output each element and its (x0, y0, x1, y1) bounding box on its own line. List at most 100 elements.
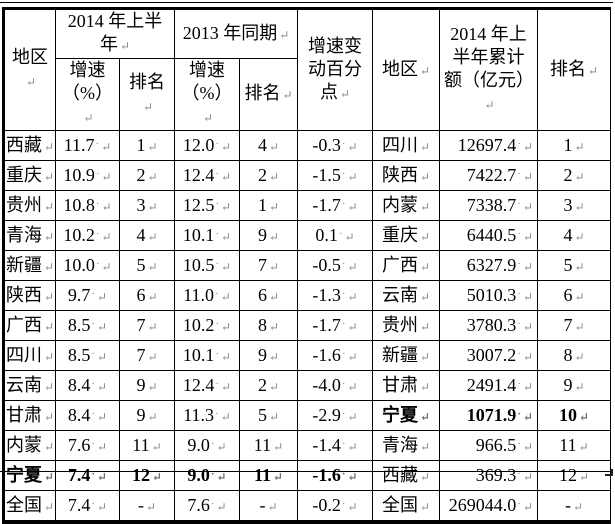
cell-growth-2014[interactable]: 10.9· ↵ (55, 160, 120, 191)
cell-rank-right[interactable]: 11 ↵ (537, 430, 611, 461)
cell-growth-2013[interactable]: 11.3· ↵ (174, 400, 240, 431)
cell-region-right[interactable]: 新疆 ↵ (372, 340, 440, 371)
cell-rank-2013[interactable]: 2 ↵ (239, 370, 298, 401)
cell-region-right[interactable]: 青海 ↵ (372, 430, 440, 461)
cell-region-right[interactable]: 陕西 ↵ (372, 160, 440, 191)
cell-growth-2014[interactable]: 11.7· ↵ (55, 130, 120, 161)
cell-rank-2014[interactable]: - ↵ (119, 490, 175, 521)
cell-growth-2013[interactable]: 12.4· ↵ (174, 370, 240, 401)
cell-amount[interactable]: 6440.5· ↵ (439, 220, 538, 251)
header-rank-2014[interactable]: 排名 ↵ (119, 58, 175, 131)
cell-rank-2014[interactable]: 5 ↵ (119, 250, 175, 281)
cell-region-left[interactable]: 内蒙 ↵ (4, 430, 56, 461)
cell-region-left[interactable]: 青海 ↵ (4, 220, 56, 251)
cell-region-right[interactable]: 甘肃 ↵ (372, 370, 440, 401)
cell-growth-2014[interactable]: 7.4· ↵ (55, 490, 120, 521)
cell-growth-2014[interactable]: 8.4· ↵ (55, 370, 120, 401)
header-group-2013[interactable]: 2013 年同期 ↵ (174, 9, 298, 59)
cell-amount[interactable]: 1071.9· ↵ (439, 400, 538, 431)
cell-growth-2013[interactable]: 12.4· ↵ (174, 160, 240, 191)
cell-rank-right[interactable]: 9 ↵ (537, 370, 611, 401)
cell-amount[interactable]: 7422.7· ↵ (439, 160, 538, 191)
cell-region-right[interactable]: 广西 ↵ (372, 250, 440, 281)
cell-region-left[interactable]: 西藏 ↵ (4, 130, 56, 161)
cell-change[interactable]: -1.6· ↵ (297, 340, 373, 371)
cell-amount[interactable]: 12697.4· ↵ (439, 130, 538, 161)
cell-amount[interactable]: 6327.9· ↵ (439, 250, 538, 281)
header-growth-2013[interactable]: 增速（%） ↵ (174, 58, 240, 131)
cell-amount[interactable]: 966.5· ↵ (439, 430, 538, 461)
cell-rank-2013[interactable]: 2 ↵ (239, 160, 298, 191)
cell-growth-2013[interactable]: 7.6· ↵ (174, 490, 240, 521)
cell-growth-2013[interactable]: 10.5· ↵ (174, 250, 240, 281)
cell-rank-2014[interactable]: 9 ↵ (119, 400, 175, 431)
cell-growth-2014[interactable]: 10.2· ↵ (55, 220, 120, 251)
cell-change[interactable]: -0.3· ↵ (297, 130, 373, 161)
cell-region-left[interactable]: 四川 ↵ (4, 340, 56, 371)
cell-rank-2013[interactable]: 4 ↵ (239, 130, 298, 161)
cell-rank-2013[interactable]: 9 ↵ (239, 340, 298, 371)
cell-growth-2013[interactable]: 12.0· ↵ (174, 130, 240, 161)
cell-rank-right[interactable]: 5 ↵ (537, 250, 611, 281)
cell-rank-2013[interactable]: 9 ↵ (239, 220, 298, 251)
cell-rank-right[interactable]: 8 ↵ (537, 340, 611, 371)
cell-rank-right[interactable]: 10 ↵ (537, 400, 611, 431)
cell-rank-2014[interactable]: 7 ↵ (119, 310, 175, 341)
header-region-right[interactable]: 地区 ↵ (372, 9, 440, 131)
table-resize-handle[interactable] (605, 469, 613, 476)
header-rank-2013[interactable]: 排名 ↵ (239, 58, 298, 131)
cell-amount[interactable]: 5010.3· ↵ (439, 280, 538, 311)
header-region-left[interactable]: 地区 ↵ (4, 9, 56, 131)
cell-change[interactable]: -0.2· ↵ (297, 490, 373, 521)
cell-growth-2013[interactable]: 12.5· ↵ (174, 190, 240, 221)
cell-rank-2014[interactable]: 11 ↵ (119, 430, 175, 461)
cell-rank-2013[interactable]: 8 ↵ (239, 310, 298, 341)
cell-rank-right[interactable]: 2 ↵ (537, 160, 611, 191)
cell-rank-right[interactable]: - ↵ (537, 490, 611, 521)
cell-change[interactable]: -1.3· ↵ (297, 280, 373, 311)
cell-amount[interactable]: 3780.3· ↵ (439, 310, 538, 341)
cell-rank-right[interactable]: 3 ↵ (537, 190, 611, 221)
cell-region-right[interactable]: 宁夏 ↵ (372, 400, 440, 431)
cell-region-right[interactable]: 全国 ↵ (372, 490, 440, 521)
cell-region-left[interactable]: 甘肃 ↵ (4, 400, 56, 431)
cell-rank-2013[interactable]: 5 ↵ (239, 400, 298, 431)
cell-amount[interactable]: 3007.2· ↵ (439, 340, 538, 371)
cell-region-left[interactable]: 重庆 ↵ (4, 160, 56, 191)
header-amount[interactable]: 2014 年上半年累计额（亿元） ↵ (439, 9, 538, 131)
cell-growth-2014[interactable]: 7.6· ↵ (55, 430, 120, 461)
cell-growth-2013[interactable]: 10.1· ↵ (174, 220, 240, 251)
cell-rank-2013[interactable]: - ↵ (239, 490, 298, 521)
cell-region-left[interactable]: 陕西 ↵ (4, 280, 56, 311)
cell-growth-2014[interactable]: 10.8· ↵ (55, 190, 120, 221)
cell-region-right[interactable]: 重庆 ↵ (372, 220, 440, 251)
cell-change[interactable]: -1.7· ↵ (297, 310, 373, 341)
cell-rank-2013[interactable]: 1 ↵ (239, 190, 298, 221)
cell-growth-2014[interactable]: 8.5· ↵ (55, 310, 120, 341)
cell-amount[interactable]: 7338.7· ↵ (439, 190, 538, 221)
cell-region-right[interactable]: 四川 ↵ (372, 130, 440, 161)
cell-amount[interactable]: 269044.0· ↵ (439, 490, 538, 521)
cell-growth-2014[interactable]: 9.7· ↵ (55, 280, 120, 311)
cell-growth-2014[interactable]: 10.0· ↵ (55, 250, 120, 281)
cell-amount[interactable]: 2491.4· ↵ (439, 370, 538, 401)
cell-region-left[interactable]: 全国 ↵ (4, 490, 56, 521)
cell-growth-2013[interactable]: 10.1· ↵ (174, 340, 240, 371)
cell-rank-2013[interactable]: 11 ↵ (239, 430, 298, 461)
cell-region-left[interactable]: 云南 ↵ (4, 370, 56, 401)
cell-growth-2014[interactable]: 8.4· ↵ (55, 400, 120, 431)
cell-region-left[interactable]: 广西 ↵ (4, 310, 56, 341)
cell-change[interactable]: -1.7· ↵ (297, 190, 373, 221)
cell-region-right[interactable]: 云南 ↵ (372, 280, 440, 311)
cell-change[interactable]: -1.4· ↵ (297, 430, 373, 461)
header-growth-2014[interactable]: 增速（%） ↵ (55, 58, 120, 131)
header-change[interactable]: 增速变动百分点 ↵ (297, 9, 373, 131)
cell-growth-2013[interactable]: 9.0· ↵ (174, 430, 240, 461)
cell-rank-2014[interactable]: 1 ↵ (119, 130, 175, 161)
cell-rank-2014[interactable]: 4 ↵ (119, 220, 175, 251)
cell-rank-right[interactable]: 1 ↵ (537, 130, 611, 161)
cell-rank-2014[interactable]: 7 ↵ (119, 340, 175, 371)
cell-growth-2013[interactable]: 10.2· ↵ (174, 310, 240, 341)
cell-rank-2014[interactable]: 9 ↵ (119, 370, 175, 401)
cell-rank-2014[interactable]: 3 ↵ (119, 190, 175, 221)
